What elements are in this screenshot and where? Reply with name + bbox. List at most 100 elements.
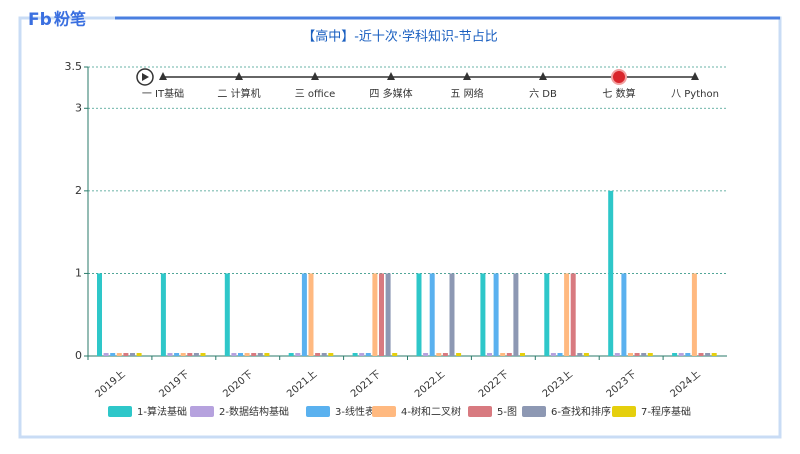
bar [110, 353, 116, 356]
timeline-node[interactable] [235, 72, 243, 80]
bar [365, 353, 371, 356]
bar [372, 273, 378, 356]
timeline-node[interactable] [159, 72, 167, 80]
bar [160, 273, 166, 356]
bar [295, 353, 301, 356]
bar [705, 353, 711, 356]
legend-label: 1-算法基础 [137, 405, 187, 418]
legend-swatch [306, 406, 330, 417]
bar [513, 273, 519, 356]
legend-swatch [372, 406, 396, 417]
bar [224, 273, 230, 356]
legend-label: 7-程序基础 [641, 405, 691, 418]
legend-label: 5-图 [497, 406, 517, 418]
bar [456, 353, 462, 356]
legend-label: 2-数据结构基础 [219, 405, 289, 418]
timeline-node[interactable] [691, 72, 699, 80]
timeline-label: 二 计算机 [217, 87, 260, 100]
timeline-node[interactable] [463, 72, 471, 80]
legend-swatch [612, 406, 636, 417]
bar [520, 353, 525, 356]
bar [449, 273, 455, 356]
bar [187, 353, 193, 356]
y-tick-label: 1 [75, 266, 82, 279]
y-tick-label: 3 [75, 101, 82, 114]
bar [711, 353, 717, 356]
bar [174, 353, 180, 356]
bar [608, 190, 614, 356]
brand: 粉笔 [54, 10, 86, 29]
bar [238, 353, 243, 356]
bar [621, 273, 627, 356]
bar [672, 353, 678, 356]
timeline-node[interactable] [311, 72, 319, 80]
bar [678, 353, 684, 356]
bar [500, 353, 506, 356]
bar [231, 353, 237, 356]
bar [634, 353, 640, 356]
bar [577, 353, 583, 356]
legend-label: 6-查找和排序 [551, 405, 611, 418]
bar [487, 353, 492, 356]
y-tick-label: 0 [75, 349, 82, 362]
bar [328, 353, 334, 356]
bar [583, 353, 589, 356]
timeline-label: 六 DB [529, 88, 557, 100]
bar [257, 353, 263, 356]
bar [570, 273, 576, 356]
bar [288, 353, 294, 356]
bar [429, 273, 435, 356]
legend-swatch [522, 406, 546, 417]
bar [193, 353, 199, 356]
bar [564, 273, 570, 356]
bar [130, 353, 135, 356]
timeline-label: 五 网络 [450, 87, 483, 100]
bar [493, 273, 499, 356]
bar [480, 273, 486, 356]
bar [136, 353, 142, 356]
bar [359, 353, 365, 356]
bar [123, 353, 129, 356]
bar [544, 273, 550, 356]
legend-swatch [468, 406, 492, 417]
bar [506, 353, 512, 356]
bar [167, 353, 173, 356]
bar [97, 273, 102, 356]
logo-mark: Fb [28, 10, 52, 30]
legend-label: 3-线性表 [335, 405, 375, 418]
legend-swatch [108, 406, 132, 417]
bar [647, 353, 653, 356]
bar [200, 353, 206, 356]
bar [416, 273, 422, 356]
card [18, 16, 782, 439]
bar [352, 353, 358, 356]
bar [116, 353, 122, 356]
bar [691, 273, 697, 356]
timeline-label: 一 IT基础 [142, 87, 184, 100]
bar [436, 353, 442, 356]
bar [264, 353, 270, 356]
bar [698, 353, 704, 356]
bar [103, 353, 109, 356]
timeline-current[interactable] [611, 69, 627, 85]
timeline-label: 四 多媒体 [369, 87, 412, 100]
timeline-node[interactable] [539, 72, 547, 80]
bar [301, 273, 307, 356]
y-tick-label: 3.5 [65, 60, 83, 73]
bar [628, 353, 633, 356]
bar [321, 353, 327, 356]
bar [442, 353, 448, 356]
bar [423, 353, 429, 356]
legend-swatch [190, 406, 214, 417]
timeline-label: 七 数算 [602, 87, 635, 100]
bar [308, 273, 314, 356]
bar [641, 353, 647, 356]
timeline-node[interactable] [387, 72, 395, 80]
timeline-label: 三 office [295, 89, 336, 100]
y-tick-label: 2 [75, 184, 82, 197]
chart-title: 【高中】-近十次·学科知识-节占比 [302, 29, 498, 45]
legend-label: 4-树和二叉树 [401, 405, 461, 418]
bar [392, 353, 398, 356]
bar [251, 353, 257, 356]
